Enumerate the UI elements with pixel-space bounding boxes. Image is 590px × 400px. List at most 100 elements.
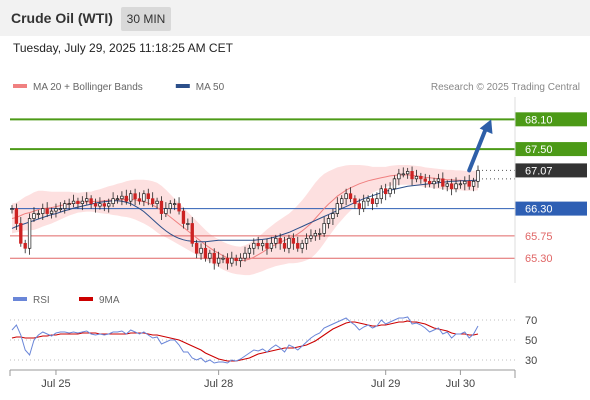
candle-body xyxy=(98,203,102,207)
candle-body xyxy=(212,252,216,264)
candle-body xyxy=(419,176,423,180)
candle-body xyxy=(238,257,243,262)
rsi-ma-line xyxy=(11,320,479,362)
candle-body xyxy=(252,242,256,249)
timestamp: Tuesday, July 29, 2025 11:18:25 AM CET xyxy=(13,41,233,55)
candle-body xyxy=(445,183,449,187)
candle-body xyxy=(423,178,427,182)
ma50-line xyxy=(11,179,478,243)
candle-body xyxy=(129,193,133,202)
candle-body xyxy=(146,193,150,200)
candle-body xyxy=(463,180,467,185)
candle-body xyxy=(348,193,353,200)
rsi-tick-30: 30 xyxy=(525,355,537,367)
legend-swatch-0 xyxy=(13,84,27,88)
candle-body xyxy=(190,223,194,244)
candle-body xyxy=(41,208,45,214)
candle-body xyxy=(203,247,208,259)
candle-body xyxy=(142,193,146,202)
candle-body xyxy=(300,242,304,249)
candle-body xyxy=(159,200,164,214)
timeframe-button[interactable]: 30 MIN xyxy=(121,7,171,31)
candle-body xyxy=(54,208,58,212)
candle-body xyxy=(397,173,401,180)
candle-body xyxy=(177,203,181,212)
forecast-arrow-head xyxy=(479,119,493,135)
x-tick-label: Jul 25 xyxy=(41,378,70,390)
candle-body xyxy=(230,257,234,264)
level-label-65.75: 65.75 xyxy=(525,231,553,243)
candle-body xyxy=(172,203,177,205)
candle-body xyxy=(208,252,212,259)
rsi-legend-swatch-0 xyxy=(13,297,27,301)
candle-body xyxy=(410,171,414,180)
level-badge-67.50 xyxy=(515,142,587,157)
candle-body xyxy=(115,198,120,201)
candle-body xyxy=(186,223,190,225)
instrument-title: Crude Oil (WTI) xyxy=(11,10,113,26)
forecast-arrow xyxy=(467,123,490,173)
candle-body xyxy=(168,203,172,209)
candle-body xyxy=(340,198,344,204)
level-label-68.10: 68.10 xyxy=(525,114,553,126)
candle-body xyxy=(63,203,67,209)
candle-body xyxy=(309,235,313,239)
candle-body xyxy=(216,257,221,264)
candle-body xyxy=(67,203,71,205)
candle-body xyxy=(199,247,203,254)
candle-body xyxy=(85,198,89,202)
candle-body xyxy=(401,173,405,176)
bollinger-band xyxy=(12,165,478,276)
rsi-legend-label-1: 9MA xyxy=(99,295,120,306)
candle-body xyxy=(256,242,260,247)
candle-body xyxy=(93,203,98,207)
candle-body xyxy=(476,170,480,182)
candle-body xyxy=(71,200,76,204)
candle-body xyxy=(370,198,375,204)
candle-body xyxy=(304,238,309,244)
candle-body xyxy=(49,210,54,214)
candle-body xyxy=(322,223,326,234)
candle-body xyxy=(366,198,370,202)
candle-body xyxy=(76,200,80,204)
rsi-tick-50: 50 xyxy=(525,335,537,347)
candle-body xyxy=(234,257,238,262)
level-label-65.30: 65.30 xyxy=(525,253,553,265)
candle-body xyxy=(265,242,269,249)
candle-body xyxy=(124,195,128,202)
candle-body xyxy=(247,247,252,254)
candle-body xyxy=(120,195,124,200)
rsi-line xyxy=(11,316,479,364)
candle-body xyxy=(318,233,322,235)
candle-body xyxy=(296,242,300,249)
candle-body xyxy=(471,180,476,187)
level-label-67.50: 67.50 xyxy=(525,144,553,156)
candle-body xyxy=(458,183,463,186)
candle-body xyxy=(353,198,357,204)
level-label-66.30: 66.30 xyxy=(525,204,553,216)
candle-body xyxy=(137,198,142,202)
candle-body xyxy=(326,218,331,224)
x-tick-label: Jul 29 xyxy=(371,378,400,390)
candle-body xyxy=(23,242,27,249)
level-label-67.07: 67.07 xyxy=(525,165,553,177)
rsi-legend-label-0: RSI xyxy=(33,295,50,306)
candle-body xyxy=(151,198,155,204)
candle-body xyxy=(405,171,410,175)
candle-body xyxy=(467,180,471,187)
candle-body xyxy=(45,208,49,214)
candle-body xyxy=(344,193,348,200)
candle-body xyxy=(27,218,32,249)
candle-body xyxy=(164,208,168,214)
candle-body xyxy=(375,198,379,204)
candle-body xyxy=(274,238,278,244)
candle-body xyxy=(278,238,282,244)
candle-body xyxy=(269,242,274,249)
candle-body xyxy=(282,242,287,249)
candle-body xyxy=(133,193,137,200)
candle-body xyxy=(291,238,296,244)
candle-body xyxy=(225,257,230,264)
candle-body xyxy=(384,188,388,195)
candle-body xyxy=(58,208,63,210)
